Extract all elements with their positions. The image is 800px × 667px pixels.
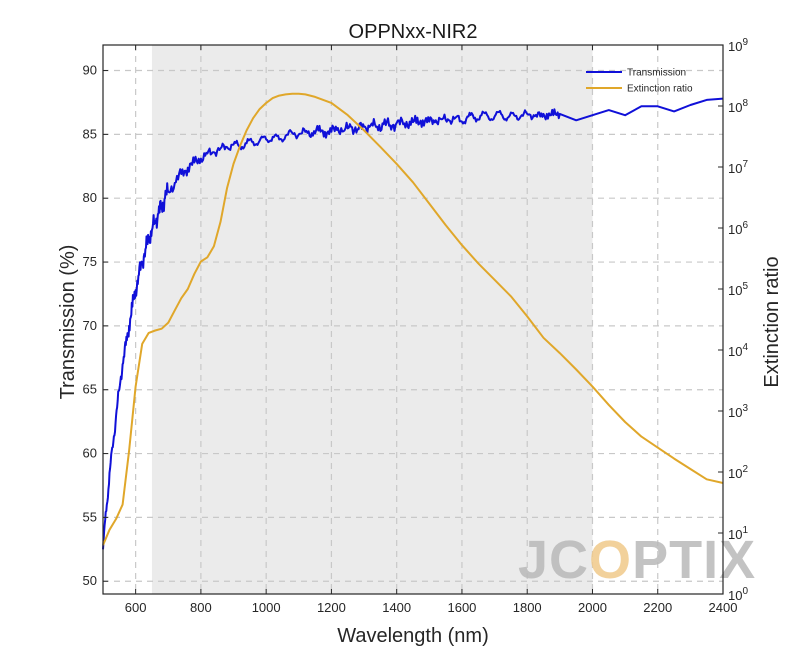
- y-right-tick-label: 109: [728, 37, 748, 54]
- y-left-tick-label: 90: [83, 63, 97, 78]
- grid: [103, 45, 723, 594]
- watermark: JCOPTIX: [518, 530, 756, 590]
- y-left-tick-label: 65: [83, 382, 97, 397]
- y-right-tick-label: 100: [728, 586, 748, 603]
- series-layer: [102, 92, 724, 550]
- y-right-tick-label: 102: [728, 464, 748, 481]
- x-tick-label: 600: [125, 600, 147, 615]
- legend: Transmission Extinction ratio: [586, 68, 693, 95]
- y-axis-left-title: Transmission (%): [57, 245, 79, 400]
- x-tick-label: 2200: [643, 600, 672, 615]
- x-tick-label: 2400: [709, 600, 738, 615]
- y-axis-right-title: Extinction ratio: [761, 256, 783, 387]
- y-right-tick-label: 101: [728, 525, 748, 542]
- y-left-tick-label: 80: [83, 190, 97, 205]
- y-left-tick-label: 75: [83, 254, 97, 269]
- y-left-tick-label: 70: [83, 318, 97, 333]
- x-tick-label: 1200: [317, 600, 346, 615]
- x-axis-title: Wavelength (nm): [337, 625, 489, 647]
- x-tick-label: 1000: [252, 600, 281, 615]
- x-tick-label: 800: [190, 600, 212, 615]
- chart-title: OPPNxx-NIR2: [349, 21, 478, 43]
- x-tick-label: 1800: [513, 600, 542, 615]
- axes: [102, 44, 724, 595]
- y-left-tick-label: 60: [83, 446, 97, 461]
- x-tick-label: 2000: [578, 600, 607, 615]
- axes-frame: [102, 44, 724, 595]
- y-right-tick-label: 103: [728, 403, 748, 420]
- y-left-tick-label: 85: [83, 126, 97, 141]
- y-right-tick-label: 105: [728, 281, 748, 298]
- ticks: 600 800 1000 1200 1400 1600 1800 2000 2200 2400 50…: [83, 37, 749, 615]
- plot-background: [103, 45, 723, 594]
- x-tick-label: 1400: [382, 600, 411, 615]
- series-line-transmission: [102, 97, 724, 550]
- y-right-tick-label: 104: [728, 342, 748, 359]
- shaded-band: [151, 45, 593, 594]
- series-line-extinction-ratio: [102, 92, 724, 546]
- legend-label: Transmission: [627, 68, 686, 79]
- y-left-tick-label: 50: [83, 573, 97, 588]
- y-right-tick-label: 107: [728, 159, 748, 176]
- y-right-tick-label: 106: [728, 220, 748, 237]
- legend-label: Extinction ratio: [627, 84, 693, 95]
- y-right-tick-label: 108: [728, 98, 748, 115]
- x-tick-label: 1600: [447, 600, 476, 615]
- y-left-tick-label: 55: [83, 509, 97, 524]
- watermark-text: JCOPTIX: [518, 530, 756, 590]
